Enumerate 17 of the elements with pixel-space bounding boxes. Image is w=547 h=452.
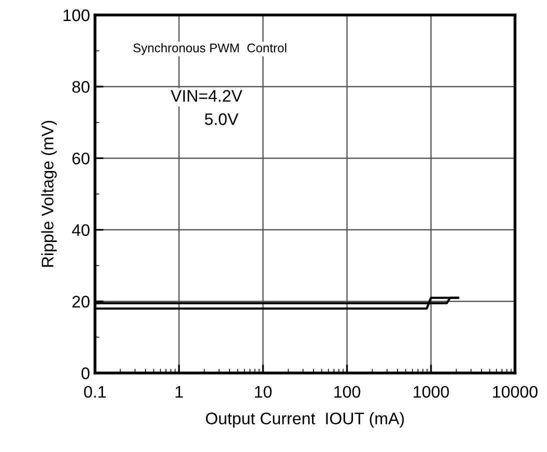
x-tick-label: 1 <box>176 386 183 398</box>
y-tick-label: 0 <box>82 367 90 380</box>
x-axis-title: Output Current IOUT (mA) <box>206 412 404 428</box>
y-tick-label: 40 <box>72 224 90 236</box>
y-tick-label: 80 <box>72 81 90 93</box>
x-tick-label: 100 <box>334 386 360 398</box>
y-tick-label: 60 <box>72 152 90 164</box>
annotation: 5.0V <box>204 113 238 126</box>
x-tick-label: 10 <box>255 386 272 398</box>
y-tick-label: 20 <box>72 296 90 308</box>
annotation: VIN=4.2V <box>170 90 242 102</box>
y-axis-title: Ripple Voltage (mV) <box>41 120 57 267</box>
x-tick-label: 1000 <box>414 386 449 398</box>
y-tick-label: 100 <box>64 9 90 22</box>
annotation: Synchronous PWM Control <box>133 43 286 55</box>
x-tick-label: 0.1 <box>84 386 106 398</box>
x-tick-label: 10000 <box>493 386 538 398</box>
